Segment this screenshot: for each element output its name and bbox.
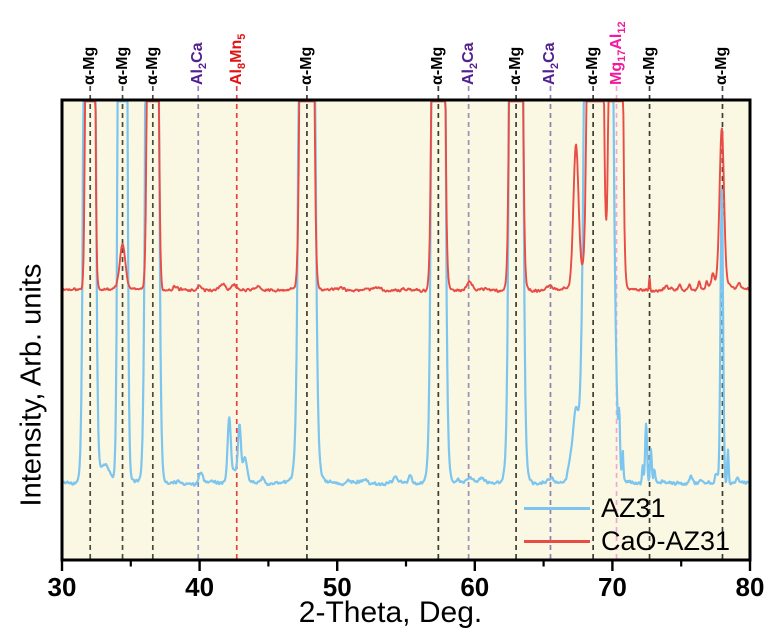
peak-label: α-Mg (640, 46, 658, 85)
legend-item: AZ31 (524, 492, 730, 525)
peak-label: Mg17Al12 (607, 21, 630, 85)
plot-background (62, 100, 750, 560)
peak-label-text: α-Mg (143, 46, 161, 85)
peak-label: Al2Ca (541, 42, 563, 85)
legend-line-swatch (524, 507, 590, 510)
peak-label-text: α-Mg (584, 46, 602, 85)
peak-label-subscript: 8 (235, 62, 248, 69)
peak-label: Al2Ca (459, 42, 482, 85)
peak-label: α-Mg (113, 46, 131, 85)
peak-label: α-Mg (81, 46, 99, 85)
peak-label-subscript: 2 (549, 62, 562, 69)
curve-cao-az31 (62, 100, 750, 294)
peak-label-subscript: 17 (615, 49, 628, 62)
peak-label-text: Ca (541, 42, 559, 63)
y-axis-title: Intensity, Arb. units (15, 263, 48, 507)
peak-label-text: α-Mg (113, 46, 131, 85)
peak-label-text: Al (227, 69, 245, 85)
peak-label-subscript: 2 (197, 62, 210, 69)
peak-label: Al2Ca (189, 42, 211, 85)
peak-label-text: Al (459, 69, 477, 85)
peak-label-text: Al (189, 69, 207, 85)
peak-label: α-Mg (713, 46, 731, 85)
peak-label-text: Mn (227, 39, 245, 63)
peak-label-subscript: 5 (235, 33, 248, 40)
legend: AZ31 CaO-AZ31 (524, 492, 730, 558)
x-tick-label: 30 (48, 572, 77, 602)
peak-label-text: Ca (459, 42, 477, 63)
x-tick-label: 40 (185, 572, 214, 602)
x-tick-label: 50 (323, 572, 352, 602)
peak-label-subscript: 2 (467, 62, 480, 69)
peak-label: Al8Mn5 (227, 33, 250, 85)
peak-label: α-Mg (297, 46, 315, 85)
x-tick-label: 60 (460, 572, 489, 602)
peak-label-text: Mg (607, 61, 625, 85)
peak-label-text: Ca (189, 42, 207, 63)
peak-label: α-Mg (507, 46, 525, 85)
legend-item: CaO-AZ31 (524, 525, 730, 558)
peak-label-text: α-Mg (640, 46, 658, 85)
curve-az31 (62, 100, 750, 487)
peak-label-subscript: 12 (615, 21, 628, 34)
xrd-curves (62, 100, 750, 487)
x-axis-ticks (60, 560, 752, 571)
peak-label-text: α-Mg (429, 46, 447, 85)
x-axis-title: 2-Theta, Deg. (298, 596, 483, 629)
peak-label-text: α-Mg (81, 46, 99, 85)
legend-item-label: AZ31 (601, 493, 666, 523)
peak-label-text: α-Mg (507, 46, 525, 85)
peak-label-text: Al (607, 33, 625, 50)
peak-label: α-Mg (584, 46, 602, 85)
peak-label: α-Mg (143, 46, 161, 85)
x-tick-label: 80 (736, 572, 765, 602)
legend-line-swatch (524, 540, 590, 543)
peak-marker-lines (89, 86, 724, 560)
peak-label-text: α-Mg (297, 46, 315, 85)
peak-label-text: Al (541, 69, 559, 85)
legend-item-label: CaO-AZ31 (601, 526, 731, 556)
x-tick-label: 70 (598, 572, 627, 602)
peak-label: α-Mg (429, 46, 447, 85)
x-axis-tick-labels: 30 40 50 60 70 80 (48, 572, 765, 602)
peak-label-text: α-Mg (713, 46, 731, 85)
